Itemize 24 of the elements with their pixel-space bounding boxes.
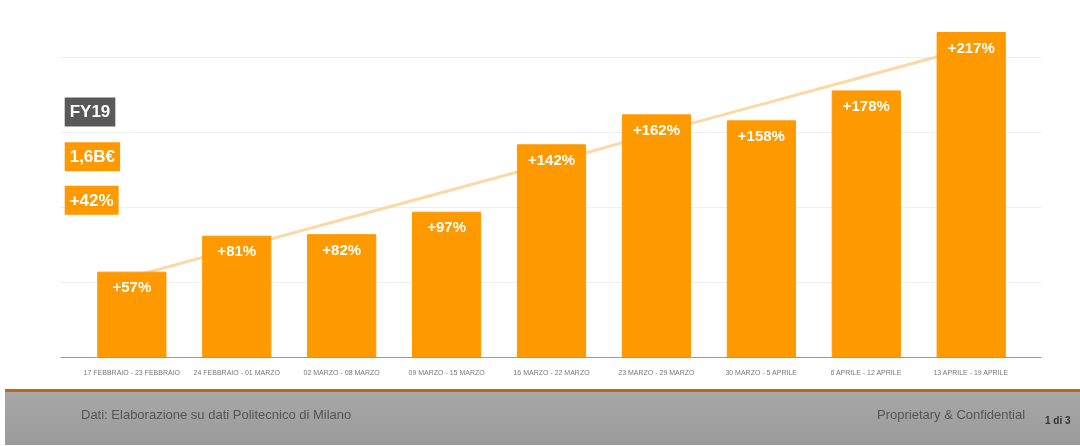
data-label: +142% — [527, 150, 576, 168]
bar — [621, 114, 692, 358]
data-label: +217% — [947, 38, 995, 56]
bar — [307, 234, 377, 358]
data-label: +82% — [322, 240, 362, 258]
annotation: FY19 — [69, 102, 111, 122]
data-label: +97% — [427, 218, 467, 236]
annotation: 1,6B€ — [69, 147, 116, 167]
data-label: +158% — [737, 126, 785, 144]
data-label: +178% — [842, 96, 890, 114]
bar — [97, 271, 167, 358]
text: 1 di 3 — [1045, 414, 1071, 428]
bar — [936, 32, 1006, 358]
text: Dati: Elaborazione su dati Politecnico di Milano — [81, 406, 352, 424]
text: Proprietary & Confidential — [877, 406, 1026, 424]
bar — [516, 144, 587, 358]
annotation: +42% — [69, 190, 114, 210]
data-label: +162% — [632, 120, 681, 138]
bar — [726, 120, 796, 358]
bar — [202, 235, 272, 358]
data-label: +81% — [217, 242, 257, 260]
bar — [831, 90, 901, 358]
bar — [412, 211, 482, 358]
data-label: +57% — [112, 278, 152, 296]
